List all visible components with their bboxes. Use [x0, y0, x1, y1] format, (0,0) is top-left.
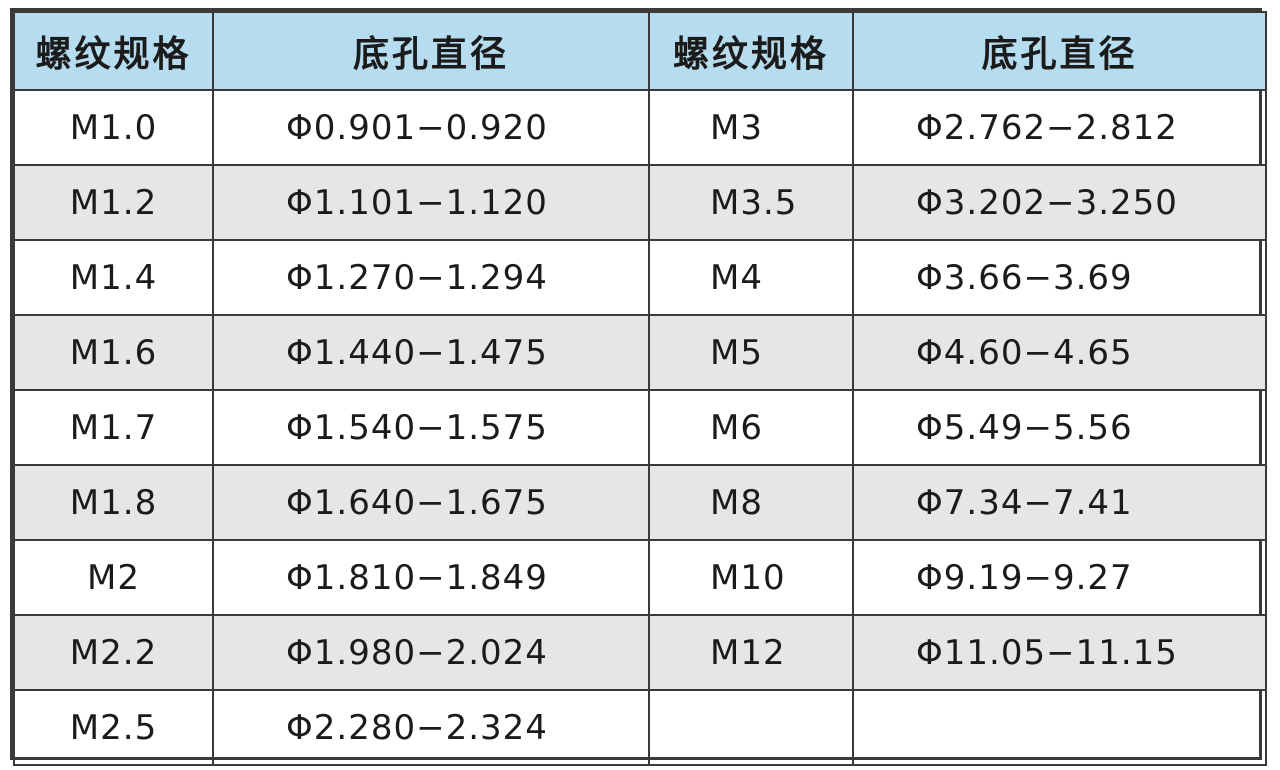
cell-thread-spec: M2.2 — [13, 614, 214, 691]
table-row: M1.7 Φ1.540−1.575 M6 Φ5.49−5.56 — [13, 389, 1267, 466]
cell-hole-diameter: Φ1.440−1.475 — [212, 314, 650, 391]
header-hole-diameter-right: 底孔直径 — [852, 11, 1267, 91]
cell-hole-diameter: Φ9.19−9.27 — [852, 539, 1267, 616]
cell-thread-spec: M5 — [648, 314, 854, 391]
cell-thread-spec: M3.5 — [648, 164, 854, 241]
table-row: M2.2 Φ1.980−2.024 M12 Φ11.05−11.15 — [13, 614, 1267, 691]
cell-hole-diameter: Φ1.640−1.675 — [212, 464, 650, 541]
table-row: M1.0 Φ0.901−0.920 M3 Φ2.762−2.812 — [13, 89, 1267, 166]
cell-thread-spec: M1.7 — [13, 389, 214, 466]
cell-thread-spec: M1.2 — [13, 164, 214, 241]
cell-thread-spec: M6 — [648, 389, 854, 466]
cell-thread-spec: M8 — [648, 464, 854, 541]
cell-hole-diameter-empty — [852, 689, 1267, 766]
cell-thread-spec: M1.6 — [13, 314, 214, 391]
cell-thread-spec: M1.4 — [13, 239, 214, 316]
cell-hole-diameter: Φ1.980−2.024 — [212, 614, 650, 691]
cell-thread-spec: M3 — [648, 89, 854, 166]
table-row: M1.2 Φ1.101−1.120 M3.5 Φ3.202−3.250 — [13, 164, 1267, 241]
cell-hole-diameter: Φ5.49−5.56 — [852, 389, 1267, 466]
cell-hole-diameter: Φ4.60−4.65 — [852, 314, 1267, 391]
cell-hole-diameter: Φ2.280−2.324 — [212, 689, 650, 766]
thread-hole-table-wrapper: 螺纹规格 底孔直径 螺纹规格 底孔直径 M1.0 Φ0.901−0.920 M3… — [10, 8, 1267, 766]
cell-hole-diameter: Φ0.901−0.920 — [212, 89, 650, 166]
table-row: M1.4 Φ1.270−1.294 M4 Φ3.66−3.69 — [13, 239, 1267, 316]
header-thread-spec-left: 螺纹规格 — [13, 11, 214, 91]
table-row: M1.8 Φ1.640−1.675 M8 Φ7.34−7.41 — [13, 464, 1267, 541]
cell-hole-diameter: Φ1.810−1.849 — [212, 539, 650, 616]
cell-hole-diameter: Φ11.05−11.15 — [852, 614, 1267, 691]
header-hole-diameter-left: 底孔直径 — [212, 11, 650, 91]
table-row: M1.6 Φ1.440−1.475 M5 Φ4.60−4.65 — [13, 314, 1267, 391]
cell-thread-spec-empty — [648, 689, 854, 766]
thread-hole-table: 螺纹规格 底孔直径 螺纹规格 底孔直径 M1.0 Φ0.901−0.920 M3… — [13, 11, 1267, 766]
cell-hole-diameter: Φ2.762−2.812 — [852, 89, 1267, 166]
header-thread-spec-right: 螺纹规格 — [648, 11, 854, 91]
cell-thread-spec: M1.0 — [13, 89, 214, 166]
cell-hole-diameter: Φ3.66−3.69 — [852, 239, 1267, 316]
cell-hole-diameter: Φ1.540−1.575 — [212, 389, 650, 466]
cell-thread-spec: M2 — [13, 539, 214, 616]
cell-thread-spec: M10 — [648, 539, 854, 616]
table-header-row: 螺纹规格 底孔直径 螺纹规格 底孔直径 — [13, 11, 1267, 91]
cell-hole-diameter: Φ1.101−1.120 — [212, 164, 650, 241]
cell-thread-spec: M12 — [648, 614, 854, 691]
cell-hole-diameter: Φ3.202−3.250 — [852, 164, 1267, 241]
cell-hole-diameter: Φ7.34−7.41 — [852, 464, 1267, 541]
cell-thread-spec: M4 — [648, 239, 854, 316]
cell-hole-diameter: Φ1.270−1.294 — [212, 239, 650, 316]
table-row: M2 Φ1.810−1.849 M10 Φ9.19−9.27 — [13, 539, 1267, 616]
table-row: M2.5 Φ2.280−2.324 — [13, 689, 1267, 766]
cell-thread-spec: M1.8 — [13, 464, 214, 541]
cell-thread-spec: M2.5 — [13, 689, 214, 766]
